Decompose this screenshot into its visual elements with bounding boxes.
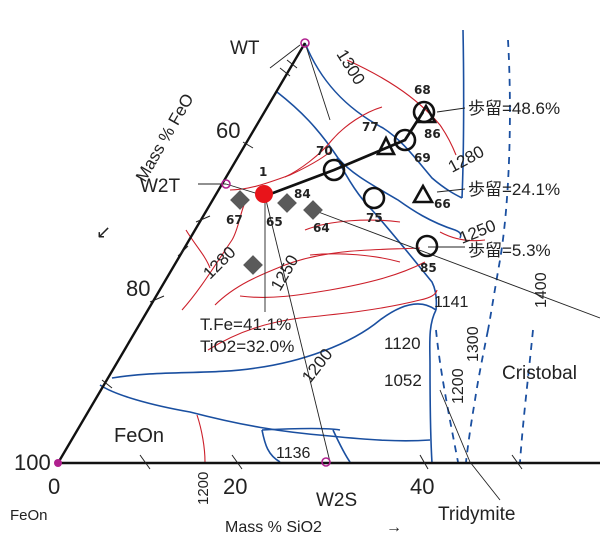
bottom-edge-ticks	[139, 454, 523, 470]
phase-points	[54, 38, 331, 467]
axis-labels: Mass % FeO ↙ 60 80 100 0 20 40 FeOn Mass…	[10, 90, 434, 536]
sample-65-label: 65	[266, 215, 283, 229]
circle-70	[322, 158, 346, 182]
yield-callout-1: 歩留=48.6%	[468, 99, 560, 118]
tick-60: 60	[216, 118, 240, 143]
isotherm-lines	[181, 59, 486, 463]
iso-1200-bottom: 1200	[195, 472, 212, 505]
sample-1-label: 1	[259, 165, 267, 179]
phase-boundaries	[99, 29, 534, 464]
tick-0: 0	[48, 474, 60, 499]
iso-1052: 1052	[384, 371, 422, 390]
w2s-label: W2S	[316, 490, 357, 511]
circle-85	[415, 234, 439, 258]
wt-point	[300, 38, 310, 48]
open-triangles	[375, 103, 438, 204]
sample-77-label: 77	[362, 120, 379, 134]
grey-diamonds	[230, 190, 323, 275]
sample-70-label: 70	[316, 144, 333, 158]
open-circles	[322, 100, 439, 258]
iso-1280-left: 1280	[199, 243, 239, 283]
diamond-84	[277, 193, 297, 213]
sample-69-label: 69	[414, 151, 431, 165]
sample-66-label: 66	[434, 197, 451, 211]
diamond-65	[243, 255, 263, 275]
iso-1200-vertical: 1200	[450, 368, 467, 404]
w2s-point	[321, 457, 331, 467]
tridymite-label: Tridymite	[438, 504, 515, 525]
diamond-67	[230, 190, 250, 210]
w2t-point	[221, 179, 231, 189]
triangle-77	[375, 135, 397, 156]
sample-64-label: 64	[313, 221, 330, 235]
right-arrow: →	[386, 519, 402, 536]
callout-labels: 歩留=48.6% 歩留=24.1% 歩留=5.3% T.Fe=41.1% TiO…	[200, 99, 560, 356]
tick-40: 40	[410, 474, 434, 499]
feo-axis-label: Mass % FeO	[132, 90, 198, 185]
sample-86-label: 86	[424, 127, 441, 141]
yield-callout-2: 歩留=24.1%	[468, 180, 560, 199]
sample-85-label: 85	[420, 261, 437, 275]
yield-callout-3: 歩留=5.3%	[468, 241, 551, 260]
sample-labels: 1 65 67 84 64 70 75 77 68 86 69 66 85	[226, 83, 451, 275]
feon-point	[54, 459, 62, 467]
triangle-86	[414, 103, 438, 124]
iso-1300-vertical: 1300	[465, 326, 482, 362]
tio2-callout: TiO2=32.0%	[200, 337, 294, 356]
w2t-label: W2T	[140, 176, 181, 197]
sample-84-label: 84	[294, 187, 311, 201]
iso-1136: 1136	[276, 445, 311, 462]
left-arrow: ↙	[96, 222, 111, 242]
diamond-64	[303, 200, 323, 220]
tick-80: 80	[126, 276, 150, 301]
corner-feon-label: FeOn	[10, 507, 48, 524]
red-marker-1	[255, 185, 273, 203]
evolution-path	[264, 111, 425, 198]
feon-field-label: FeOn	[114, 425, 164, 447]
iso-1250-center: 1250	[267, 252, 302, 294]
triangle-66	[411, 183, 435, 204]
iso-1280-right: 1280	[445, 142, 487, 177]
tick-20: 20	[223, 474, 247, 499]
iso-1141: 1141	[434, 294, 469, 311]
sample-68-label: 68	[414, 83, 431, 97]
left-edge-ticks	[101, 59, 298, 389]
iso-1200-center: 1200	[298, 345, 336, 387]
sio2-axis-label: Mass % SiO2	[225, 519, 322, 536]
phase-labels: WT W2T W2S FeOn Cristobal Tridymite	[114, 38, 577, 525]
wt-label: WT	[230, 38, 260, 59]
circle-69	[393, 128, 417, 152]
sample-67-label: 67	[226, 213, 243, 227]
sample-75-label: 75	[366, 211, 383, 225]
tfe-callout: T.Fe=41.1%	[200, 315, 291, 334]
guide-lines	[198, 44, 600, 501]
tick-100: 100	[14, 450, 51, 475]
cristobal-label: Cristobal	[502, 363, 577, 384]
circle-75	[362, 186, 386, 210]
iso-1400-vertical: 1400	[533, 272, 550, 308]
iso-1300-top: 1300	[333, 46, 369, 88]
iso-1120: 1120	[384, 334, 421, 353]
